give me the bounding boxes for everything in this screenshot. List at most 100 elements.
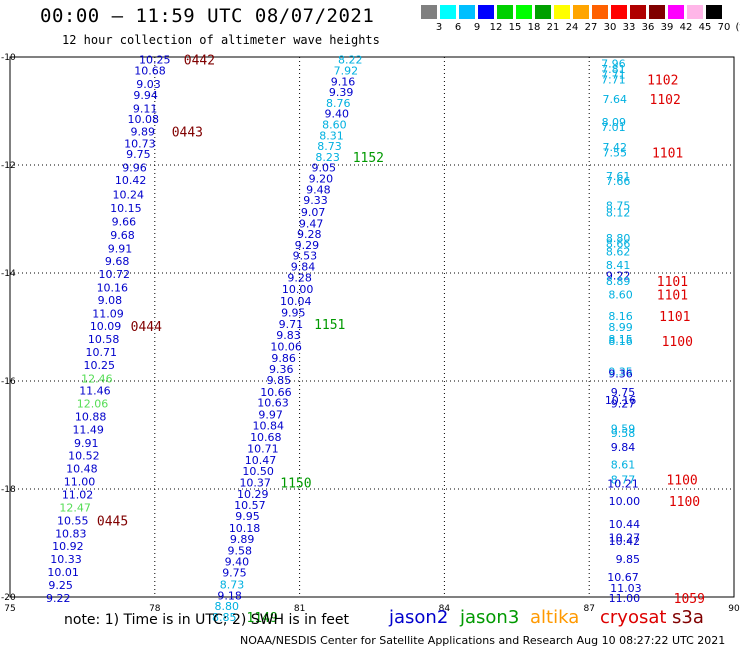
colorbar-swatch: [706, 5, 722, 19]
pass-number-label: 1059: [674, 592, 705, 607]
colorbar-label: (ft): [735, 22, 740, 33]
colorbar-swatch: [592, 5, 608, 19]
wave-height-value: 8.89: [606, 275, 631, 288]
wave-height-value: 7.66: [606, 175, 631, 188]
wave-height-value: 9.29: [295, 239, 320, 252]
wave-height-value: 9.83: [276, 329, 301, 342]
wave-height-value: 10.27: [609, 532, 641, 545]
wave-height-value: 10.55: [57, 514, 89, 527]
wave-height-value: 10.21: [607, 478, 639, 491]
wave-height-value: 9.89: [230, 533, 255, 546]
colorbar-label: 9: [473, 22, 481, 33]
wave-height-value: 9.58: [611, 427, 636, 440]
wave-height-value: 8.12: [606, 207, 631, 220]
wave-height-value: 10.06: [270, 340, 302, 353]
wave-height-value: 9.97: [258, 408, 283, 421]
plot-frame: [9, 56, 735, 598]
wave-height-value: 8.16: [608, 310, 633, 323]
wave-height-value: 10.88: [75, 411, 107, 424]
wave-height-value: 8.41: [606, 259, 631, 272]
wave-height-value: 10.83: [55, 527, 87, 540]
wave-height-value: 10.16: [97, 282, 129, 295]
pass-number-label: 1100: [669, 495, 700, 510]
wave-height-value: 8.23: [315, 151, 340, 164]
wave-height-value: 10.47: [245, 454, 277, 467]
colorbar-swatch: [478, 5, 494, 19]
wave-height-value: 9.07: [301, 206, 326, 219]
wave-height-value: 10.16: [605, 394, 637, 407]
wave-height-value: 10.00: [282, 283, 314, 296]
wave-height-value: 9.20: [309, 173, 334, 186]
wave-height-value: 11.49: [72, 424, 104, 437]
wave-height-value: 8.09: [602, 116, 627, 129]
wave-height-value: 9.96: [122, 162, 147, 175]
wave-height-value: 11.02: [62, 488, 94, 501]
wave-height-value: 10.42: [115, 174, 147, 187]
pass-number-label: 1102: [647, 74, 678, 89]
wave-height-value: 7.96: [601, 57, 626, 70]
wave-height-value: 7.55: [603, 147, 628, 160]
wave-height-value: 7.81: [601, 63, 626, 76]
colorbar-label: 42: [679, 22, 693, 33]
colorbar-label: 15: [508, 22, 522, 33]
wave-height-value: 8.31: [319, 129, 344, 142]
colorbar-label: 3: [435, 22, 443, 33]
wave-height-value: 10.29: [237, 488, 269, 501]
wave-height-value: 8.16: [608, 335, 633, 348]
wave-height-value: 9.85: [267, 374, 292, 387]
pass-number-label: 1101: [652, 147, 683, 162]
pass-number-label: 1102: [650, 93, 681, 108]
wave-height-value: 8.15: [608, 333, 633, 346]
colorbar-label: 30: [603, 22, 617, 33]
wave-height-value: 10.68: [250, 431, 282, 444]
wave-height-value: 10.68: [134, 65, 166, 78]
pass-number-label: 0443: [172, 126, 203, 141]
wave-height-value: 10.42: [609, 535, 641, 548]
y-tick-label: -12: [1, 161, 16, 171]
wave-height-value: 10.52: [68, 450, 100, 463]
wave-height-value: 9.91: [74, 437, 99, 450]
wave-height-value: 10.01: [47, 566, 79, 579]
wave-height-value: 9.25: [48, 579, 73, 592]
wave-height-value: 10.25: [84, 359, 116, 372]
wave-height-value: 10.33: [50, 553, 82, 566]
wave-height-value: 9.05: [311, 162, 336, 175]
wave-height-value: 9.36: [608, 367, 633, 380]
y-tick-label: -10: [1, 53, 16, 63]
wave-height-value: 12.06: [77, 398, 109, 411]
colorbar-swatch: [668, 5, 684, 19]
wave-height-value: 10.50: [242, 465, 274, 478]
wave-height-value: 10.72: [99, 268, 131, 281]
pass-number-label: 1149: [247, 611, 278, 626]
pass-number-label: 0442: [184, 54, 215, 69]
footer-note: note: 1) Time is in UTC; 2) SWH is in fe…: [64, 612, 350, 628]
wave-height-value: 10.25: [139, 54, 171, 67]
wave-height-value: 9.39: [329, 86, 354, 99]
wave-height-value: 12.46: [81, 372, 113, 385]
wave-height-value: 9.33: [303, 194, 328, 207]
colorbar-swatch: [497, 5, 513, 19]
colorbar-swatch: [421, 5, 437, 19]
y-tick-label: -14: [1, 269, 16, 279]
wave-height-value: 10.00: [609, 495, 641, 508]
wave-height-value: 8.60: [608, 289, 633, 302]
x-tick-label: 78: [149, 604, 161, 614]
colorbar-swatch: [573, 5, 589, 19]
legend-jason2: jason2: [389, 607, 449, 628]
wave-height-value: 10.67: [607, 571, 639, 584]
colorbar-swatch: [630, 5, 646, 19]
chart-title: 00:00 – 11:59 UTC 08/07/2021: [40, 5, 375, 27]
credit-line: NOAA/NESDIS Center for Satellite Applica…: [240, 634, 726, 647]
wave-height-value: 11.46: [79, 385, 111, 398]
wave-height-value: 10.71: [85, 346, 117, 359]
chart-subtitle: 12 hour collection of altimeter wave hei…: [62, 33, 380, 47]
wave-height-value: 8.77: [611, 473, 636, 486]
x-tick-label: 90: [728, 604, 740, 614]
wave-height-value: 8.22: [338, 54, 363, 67]
wave-height-value: 8.80: [214, 600, 239, 613]
pass-number-label: 0444: [131, 320, 162, 335]
wave-height-value: 10.24: [113, 189, 145, 202]
pass-number-label: 1150: [280, 477, 311, 492]
wave-height-value: 8.62: [606, 245, 631, 258]
